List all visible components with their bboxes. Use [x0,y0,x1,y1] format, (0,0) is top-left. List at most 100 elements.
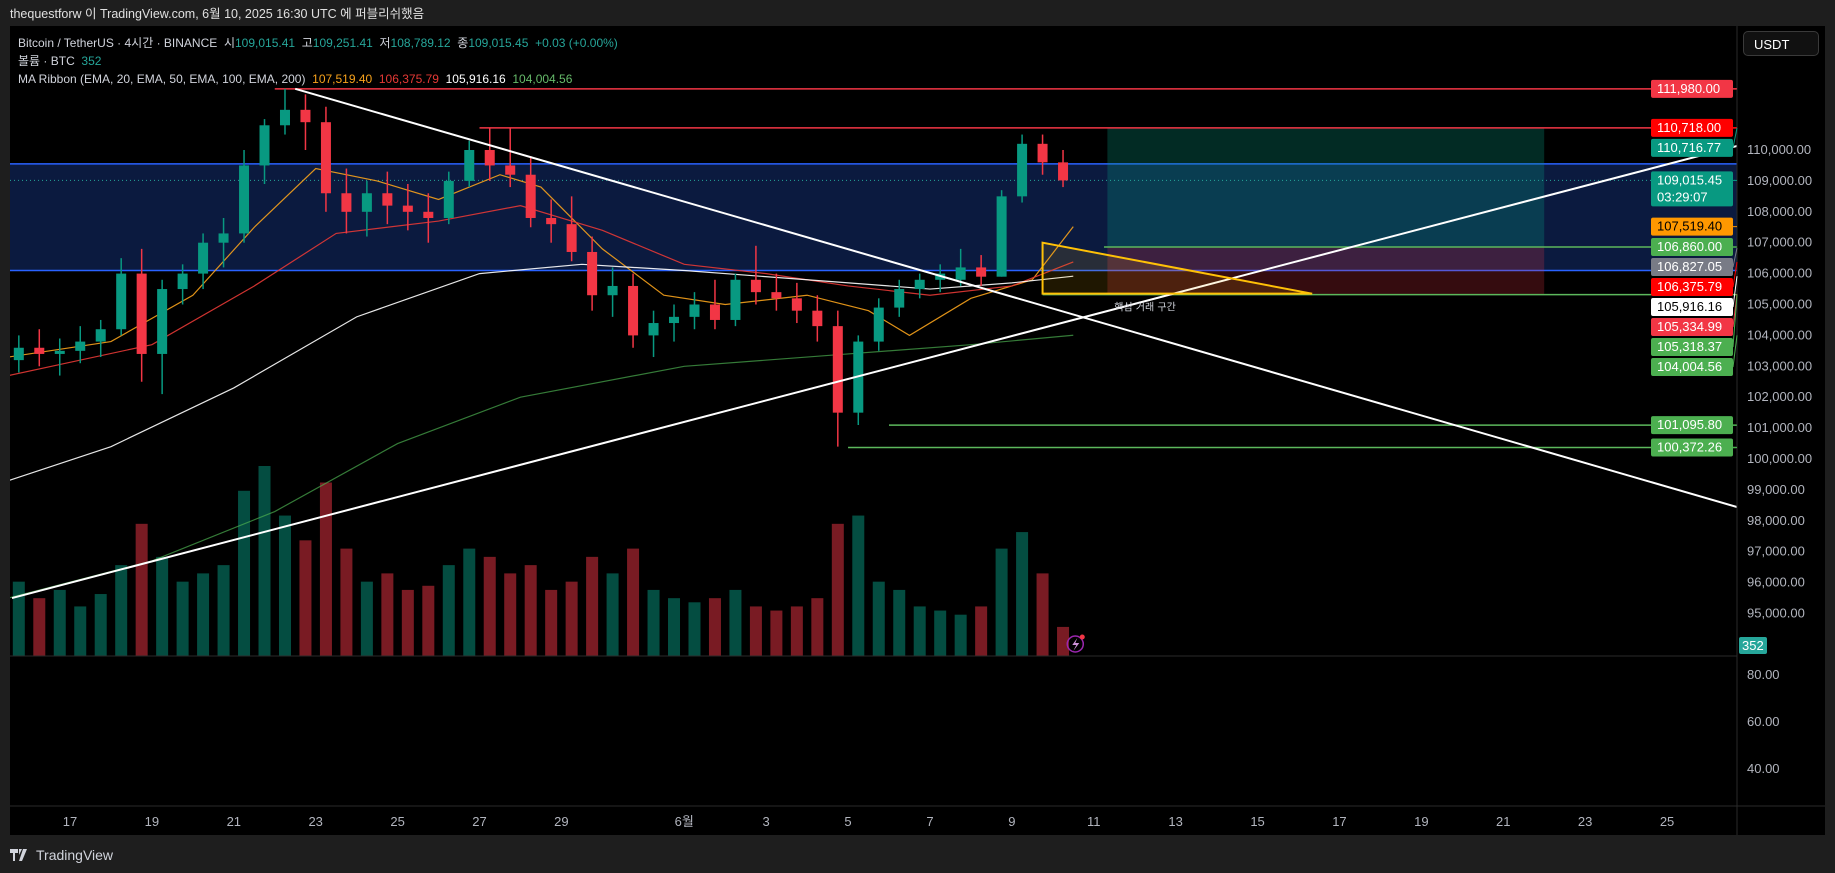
high-value: 109,251.41 [312,36,373,50]
chart-area[interactable]: 핵심 거래 구간 110,000.00 109,000.00 108,000.00 10… [10,26,1825,835]
ma-ribbon-label[interactable]: MA Ribbon (EMA, 20, EMA, 50, EMA, 100, E… [18,72,306,86]
time-tick: 9 [1008,814,1015,829]
price-tag-bg [1651,358,1733,377]
price-tag-label: 107,519.40 [1657,219,1722,234]
time-tick: 19 [145,814,159,829]
price-tag: 104,004.56 [1651,335,1738,377]
volume-bar [934,610,947,656]
volume-bar [606,573,619,656]
candle-body [443,180,454,218]
close-label: 종 [457,36,469,50]
volume-bar [401,589,414,656]
volume-bar [852,515,865,656]
volume-bar [278,515,291,656]
price-tick: 109,000.00 [1747,173,1812,188]
price-tick: 107,000.00 [1747,235,1812,250]
volume-bar [831,523,844,656]
currency-selector[interactable]: USDT [1743,31,1819,56]
time-tick: 13 [1168,814,1182,829]
volume-bar [545,589,558,656]
price-tag-bg [1651,138,1733,157]
volume-tag-bg [1739,637,1767,654]
time-tick: 25 [1660,814,1674,829]
candle-body [730,279,741,320]
chart-canvas[interactable]: 핵심 거래 구간 110,000.00 109,000.00 108,000.00 10… [10,26,1825,835]
time-tick: 23 [308,814,322,829]
candle-body [382,193,393,206]
ema200-value: 104,004.56 [512,72,573,86]
volume-bar [258,466,271,656]
price-tag-label: 110,716.77 [1657,140,1721,155]
candle-body [279,109,290,126]
price-tag-label: 104,004.56 [1657,359,1722,374]
price-tag-label: 110,718.00 [1657,120,1721,135]
price-tag-label: 111,980.00 [1657,81,1720,96]
price-tag-label: 106,860.00 [1657,239,1722,254]
candle-body [628,285,639,336]
time-tick: 3 [763,814,770,829]
symbol-title[interactable]: Bitcoin / TetherUS · 4시간 · BINANCE [18,36,218,50]
volume-bar [975,606,988,656]
candle-body [996,196,1007,277]
main-pane: 핵심 거래 구간 [10,87,1737,656]
volume-bar [197,573,210,656]
alert-dot [1079,634,1085,640]
time-tick: 19 [1414,814,1428,829]
footer: TradingView [0,835,1835,873]
price-tick: 104,000.00 [1747,327,1812,342]
volume-bar [627,548,640,656]
candle-body [791,298,802,311]
candle-body [505,165,516,175]
candle-body [300,109,311,123]
candle-body [116,273,127,330]
volume-bar [770,610,783,656]
time-tick: 25 [390,814,404,829]
candle-body [54,350,65,354]
price-tag-label: 101,095.80 [1657,417,1722,432]
price-tick: 108,000.00 [1747,204,1812,219]
price-tag-bg [1651,118,1733,137]
countdown-label: 03:29:07 [1657,189,1708,204]
price-tag: 111,980.00 [1651,79,1737,98]
open-label: 시 [223,36,235,50]
price-tag-label: 106,375.79 [1657,279,1722,294]
candle-body [464,150,475,181]
candle-body [750,279,761,293]
candle-body [484,150,495,166]
tradingview-logo[interactable]: TradingView [10,847,113,863]
candle-body [13,347,24,361]
candle-body [136,273,147,354]
ema-line-ema100 [10,263,1074,481]
volume-bar [115,565,128,656]
price-tick: 98,000.00 [1747,513,1805,528]
low-value: 108,789.12 [390,36,451,50]
price-tag-connector [1732,247,1738,268]
volume-bar [913,606,926,656]
price-tag-label: 105,334.99 [1657,319,1722,334]
volume-bar [319,482,332,656]
volume-bar [1057,626,1070,656]
volume-label[interactable]: 볼륨 · BTC [18,54,75,68]
time-tick: 5 [844,814,851,829]
ohlc-row: Bitcoin / TetherUS · 4시간 · BINANCE 시 109,… [18,34,618,52]
candle-body [955,267,966,280]
price-tag-bg [1651,318,1733,337]
time-tick: 29 [554,814,568,829]
oscillator-tick: 40.00 [1747,761,1780,776]
volume-bar [708,598,721,656]
volume-bar [299,540,312,656]
time-tick: 21 [227,814,241,829]
candle-body [1017,143,1028,197]
volume-tag-label: 352 [1742,638,1764,653]
price-tag-label: 105,318.37 [1657,339,1722,354]
volume-bar [872,581,885,656]
time-tick: 7 [926,814,933,829]
candle-body [914,279,925,290]
price-tag-bg [1651,217,1733,236]
volume-bar [647,589,660,656]
time-tick: 15 [1250,814,1264,829]
oscillator-tick: 60.00 [1747,714,1780,729]
price-tag: 105,916.16 [1651,276,1738,317]
volume-bar [94,594,107,656]
price-tick: 102,000.00 [1747,389,1812,404]
